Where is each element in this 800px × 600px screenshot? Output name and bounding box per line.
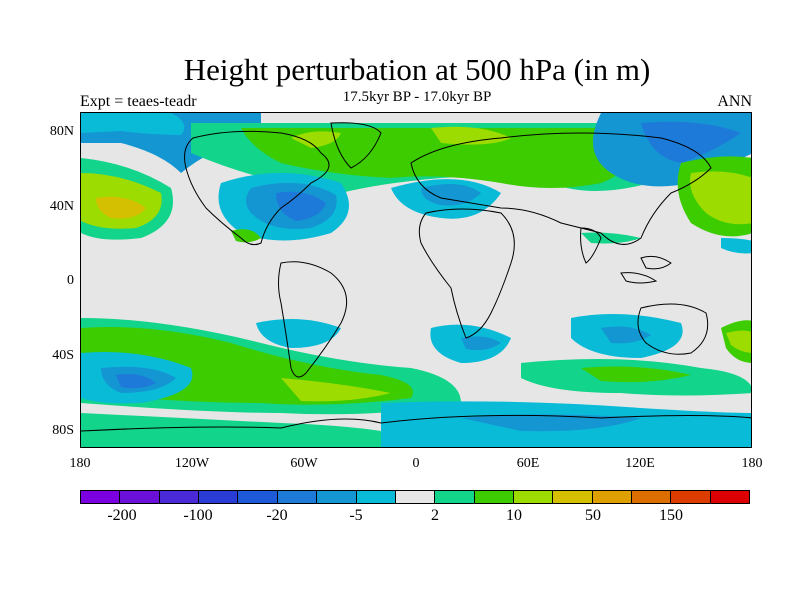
colorbar-swatch	[513, 491, 554, 503]
sh-anomaly-fields	[81, 314, 751, 447]
colorbar-label: -200	[107, 507, 137, 524]
lon-label-120w: 120W	[174, 456, 210, 471]
map-panel	[80, 112, 752, 448]
colorbar-label: -100	[183, 507, 213, 524]
colorbar-swatch	[395, 491, 436, 503]
colorbar-label: 150	[659, 507, 683, 524]
coastlines	[81, 122, 751, 432]
lat-label-80n: 80N	[49, 124, 74, 139]
lat-label-40n: 40N	[49, 199, 74, 214]
colorbar-swatch	[81, 491, 121, 503]
lon-label-60e: 60E	[516, 456, 540, 471]
season-label: ANN	[717, 93, 752, 110]
lat-label-40s: 40S	[52, 348, 74, 363]
lon-label-60w: 60W	[290, 456, 318, 471]
colorbar-swatch	[632, 491, 672, 503]
colorbar-swatch	[710, 491, 750, 503]
colorbar-swatch	[553, 491, 593, 503]
colorbar-swatch	[120, 491, 160, 503]
colorbar-label: 50	[585, 507, 601, 524]
colorbar-swatch	[277, 491, 318, 503]
colorbar-label: 2	[431, 507, 439, 524]
colorbar-swatch	[238, 491, 278, 503]
lon-label-120e: 120E	[625, 456, 655, 471]
colorbar-label: 10	[506, 507, 522, 524]
plot-subtitle: 17.5kyr BP - 17.0kyr BP	[342, 89, 492, 105]
lon-label-180e: 180	[741, 456, 763, 471]
colorbar-swatch	[356, 491, 396, 503]
nh-anomaly-fields	[81, 113, 751, 254]
colorbar-swatch	[435, 491, 475, 503]
lat-label-0: 0	[67, 273, 74, 288]
colorbar-swatch	[592, 491, 633, 503]
lon-label-0: 0	[412, 456, 420, 471]
contour-map	[81, 113, 751, 447]
colorbar-swatch	[317, 491, 357, 503]
colorbar-label: -5	[349, 507, 363, 524]
colorbar-swatch	[199, 491, 239, 503]
lat-label-80s: 80S	[52, 423, 74, 438]
colorbar-swatch	[159, 491, 200, 503]
experiment-label: Expt = teaes-teadr	[80, 93, 197, 110]
colorbar-swatch	[474, 491, 514, 503]
colorbar	[80, 490, 750, 504]
colorbar-swatch	[671, 491, 711, 503]
plot-title: Height perturbation at 500 hPa (in m)	[183, 52, 651, 87]
colorbar-label: -20	[266, 507, 288, 524]
lon-label-180w: 180	[69, 456, 91, 471]
